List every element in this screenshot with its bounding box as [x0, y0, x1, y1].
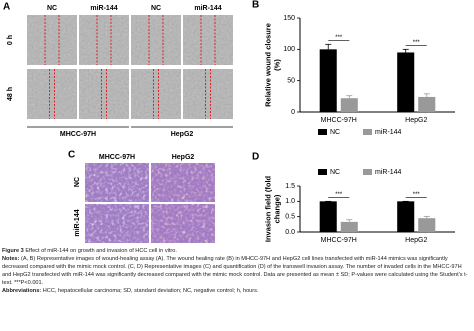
bar [418, 218, 436, 232]
bar [340, 221, 358, 232]
y-tick-label: 0 [291, 109, 295, 116]
column-label: HepG2 [172, 154, 195, 161]
figure: A NC miR-144 NC miR-144 0 h 48 h MHCC-97H HepG2 C… [3, 0, 455, 244]
y-axis-label-line: Invasion field (fold [263, 175, 272, 242]
significance: *** [413, 192, 421, 198]
bar [319, 49, 337, 112]
panel-letter: A [3, 2, 10, 13]
y-axis-label-line: change) [272, 194, 281, 223]
bar [418, 96, 436, 112]
legend-label: NC [330, 169, 340, 176]
bar [340, 98, 358, 112]
y-axis-label-line: Relative wound closure [263, 23, 272, 107]
legend-swatch [363, 169, 372, 175]
abbreviations-text: HCC, hepatocellular carcinoma; SD, stand… [42, 288, 259, 294]
bar [319, 201, 337, 232]
bar [397, 201, 415, 232]
panel-letter: D [252, 152, 259, 163]
legend-swatch [318, 129, 327, 135]
micrograph-texture [85, 163, 149, 202]
column-label: NC [47, 5, 57, 12]
micrograph-texture [85, 204, 149, 243]
column-label: miR-144 [194, 5, 221, 12]
y-tick-label: 0.5 [285, 214, 295, 221]
row-label: miR-144 [74, 209, 81, 236]
column-label: miR-144 [90, 5, 117, 12]
column-label: NC [151, 5, 161, 12]
y-tick-label: 100 [283, 46, 295, 53]
caption-title: Figure 3 Effect of miR-144 on growth and… [2, 247, 472, 255]
micrograph-texture [151, 163, 215, 202]
y-tick-label: 50 [287, 78, 295, 85]
micrograph-texture [79, 69, 129, 119]
figure-title: Effect of miR-144 on growth and invasion… [25, 248, 177, 254]
legend-label: miR-144 [375, 129, 402, 136]
column-label: MHCC-97H [99, 154, 135, 161]
y-tick-label: 0.0 [285, 229, 295, 236]
caption-abbreviations: Abbreviations: HCC, hepatocellular carci… [2, 287, 472, 295]
micrograph-texture [151, 204, 215, 243]
x-tick-label: MHCC-97H [321, 117, 357, 124]
significance: *** [413, 40, 421, 46]
micrograph-texture [183, 69, 233, 119]
y-tick-label: 150 [283, 15, 295, 22]
notes-text: (A, B) Representative images of wound-he… [2, 256, 468, 286]
micrograph-texture [131, 69, 181, 119]
legend-label: NC [330, 129, 340, 136]
abbreviations-label: Abbreviations: [2, 288, 42, 294]
caption: Figure 3 Effect of miR-144 on growth and… [2, 247, 472, 295]
y-axis-label-line: (%) [272, 59, 281, 71]
panel-letter: B [252, 0, 259, 11]
row-label: 0 h [7, 35, 14, 45]
x-tick-label: HepG2 [405, 237, 427, 244]
y-axis-label: Invasion field (foldchange) [263, 175, 281, 242]
group-label: HepG2 [171, 131, 194, 138]
x-tick-label: HepG2 [405, 117, 427, 124]
legend-swatch [318, 169, 327, 175]
caption-notes: Notes: (A, B) Representative images of w… [2, 255, 472, 287]
micrograph-texture [27, 69, 77, 119]
row-label: 48 h [7, 87, 14, 101]
panel-letter: C [68, 150, 75, 161]
bar [397, 52, 415, 112]
figure-label: Figure 3 [2, 248, 24, 254]
y-tick-label: 1.5 [285, 183, 295, 190]
row-label: NC [74, 177, 81, 187]
legend-swatch [363, 129, 372, 135]
micrograph-texture [131, 15, 181, 65]
micrograph-texture [27, 15, 77, 65]
y-axis-label: Relative wound closure(%) [263, 23, 281, 107]
x-tick-label: MHCC-97H [321, 237, 357, 244]
micrograph-texture [79, 15, 129, 65]
notes-label: Notes: [2, 256, 20, 262]
y-tick-label: 1.0 [285, 198, 295, 205]
legend-label: miR-144 [375, 169, 402, 176]
significance: *** [335, 192, 343, 198]
significance: *** [335, 35, 343, 41]
micrograph-texture [183, 15, 233, 65]
group-label: MHCC-97H [60, 131, 96, 138]
